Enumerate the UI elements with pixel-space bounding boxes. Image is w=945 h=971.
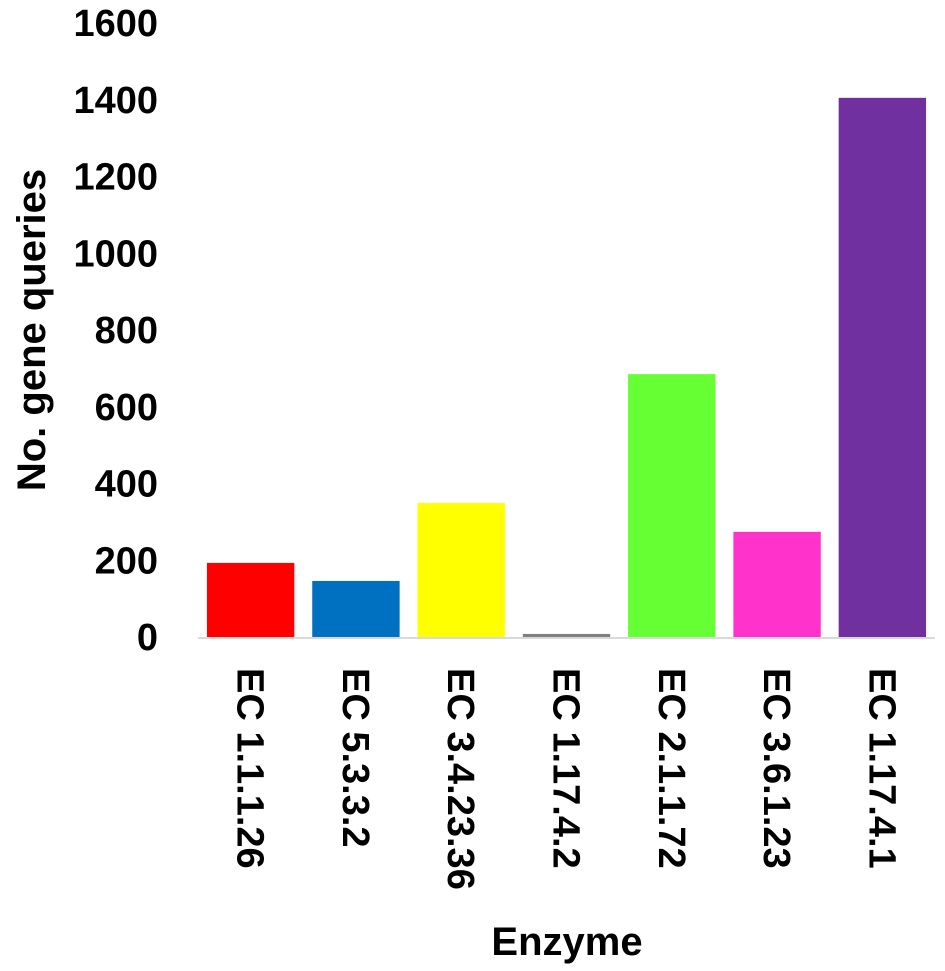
bars [206, 97, 927, 638]
bar [522, 633, 611, 637]
bar [628, 374, 716, 637]
x-tick-label: EC 1.1.1.26 [229, 668, 271, 869]
y-tick-label: 1400 [73, 80, 158, 122]
y-tick-label: 600 [95, 387, 158, 429]
y-tick-label: 1000 [73, 233, 158, 275]
x-tick-label: EC 5.3.3.2 [334, 668, 376, 848]
bar [312, 580, 400, 637]
x-tick-label: EC 1.17.4.2 [545, 668, 587, 869]
x-axis-labels: EC 1.1.1.26 EC 5.3.3.2 EC 3.4.23.36 EC 1.17… [229, 668, 903, 890]
x-tick-label: EC 2.1.1.72 [650, 668, 692, 869]
x-tick-label: EC 1.17.4.1 [860, 668, 902, 869]
x-axis-title: Enzyme [491, 920, 642, 964]
y-tick-label: 400 [95, 464, 158, 506]
bar [838, 97, 927, 638]
y-tick-label: 1600 [73, 3, 158, 45]
bar [733, 531, 821, 637]
x-tick-label: EC 3.6.1.23 [755, 668, 797, 869]
bar [417, 503, 505, 637]
y-tick-label: 200 [95, 540, 158, 582]
bar [206, 562, 295, 637]
y-tick-label: 1200 [73, 157, 158, 199]
y-tick-label: 0 [137, 617, 158, 659]
x-tick-label: EC 3.4.23.36 [439, 668, 481, 890]
y-axis-ticks: 0 200 400 600 800 1000 1200 1400 1600 [73, 3, 158, 659]
y-tick-label: 800 [95, 310, 158, 352]
y-axis-title: No. gene queries [10, 169, 54, 491]
